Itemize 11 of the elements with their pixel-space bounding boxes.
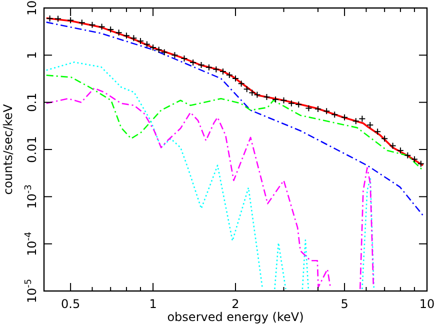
x-tick-label: 2 — [232, 297, 240, 311]
y-tick-label: 1 — [25, 51, 39, 59]
y-axis-title: counts/sec/keV — [1, 103, 15, 195]
x-axis-title: observed energy (keV) — [167, 310, 304, 324]
y-tick-label: 0.1 — [25, 92, 39, 112]
x-tick-label: 10 — [419, 297, 435, 311]
y-tick-label: 0.01 — [25, 136, 39, 163]
x-tick-label: 0.5 — [61, 297, 80, 311]
y-tick-label: 10 — [25, 0, 39, 16]
x-tick-label: 5 — [340, 297, 348, 311]
x-tick-label: 1 — [149, 297, 157, 311]
